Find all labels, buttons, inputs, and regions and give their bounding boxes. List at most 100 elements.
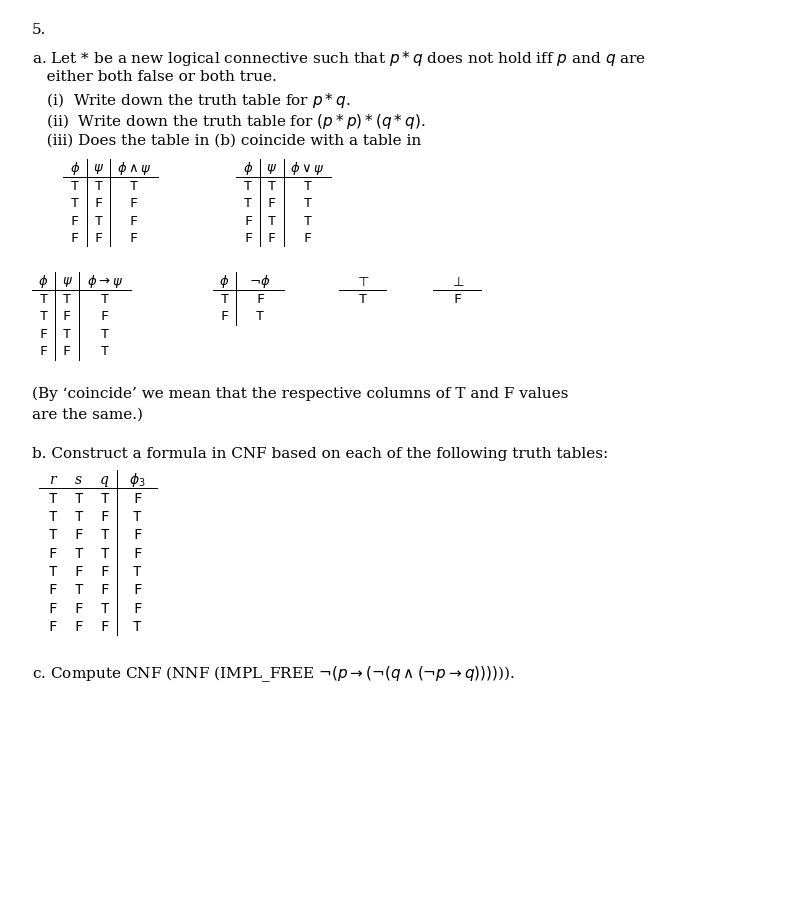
Text: r: r	[49, 472, 56, 487]
Text: F: F	[130, 232, 138, 245]
Text: $\phi$: $\phi$	[219, 273, 230, 290]
Text: T: T	[303, 197, 311, 210]
Text: F: F	[39, 327, 47, 341]
Text: F: F	[244, 232, 252, 245]
Text: T: T	[133, 619, 141, 633]
Text: F: F	[100, 619, 109, 633]
Text: F: F	[100, 509, 109, 523]
Text: $\phi\vee\psi$: $\phi\vee\psi$	[290, 160, 325, 177]
Text: F: F	[48, 619, 57, 633]
Text: F: F	[71, 214, 79, 228]
Text: T: T	[48, 564, 57, 578]
Text: T: T	[303, 179, 311, 193]
Text: (By ‘coincide’ we mean that the respective columns of T and F values: (By ‘coincide’ we mean that the respecti…	[32, 386, 568, 401]
Text: T: T	[133, 509, 141, 523]
Text: F: F	[100, 564, 109, 578]
Text: s: s	[75, 472, 82, 487]
Text: F: F	[303, 232, 311, 245]
Text: T: T	[71, 197, 79, 210]
Text: $\psi$: $\psi$	[266, 162, 277, 176]
Text: $\phi$: $\phi$	[243, 160, 254, 177]
Text: F: F	[48, 583, 57, 596]
Text: F: F	[74, 601, 83, 615]
Text: T: T	[39, 292, 47, 306]
Text: T: T	[74, 546, 83, 560]
Text: T: T	[101, 327, 109, 341]
Text: T: T	[130, 179, 138, 193]
Text: T: T	[48, 528, 57, 541]
Text: F: F	[256, 292, 264, 306]
Text: F: F	[95, 197, 102, 210]
Text: T: T	[39, 310, 47, 323]
Text: F: F	[74, 619, 83, 633]
Text: (i)  Write down the truth table for $p * q$.: (i) Write down the truth table for $p * …	[32, 91, 350, 110]
Text: T: T	[63, 292, 71, 306]
Text: T: T	[359, 292, 366, 306]
Text: q: q	[100, 472, 109, 487]
Text: F: F	[221, 310, 229, 323]
Text: T: T	[133, 564, 141, 578]
Text: F: F	[133, 491, 141, 505]
Text: F: F	[133, 528, 141, 541]
Text: T: T	[74, 509, 83, 523]
Text: (iii) Does the table in (b) coincide with a table in: (iii) Does the table in (b) coincide wit…	[32, 133, 421, 147]
Text: F: F	[100, 583, 109, 596]
Text: T: T	[303, 214, 311, 228]
Text: $\psi$: $\psi$	[61, 275, 72, 289]
Text: F: F	[244, 214, 252, 228]
Text: F: F	[101, 310, 109, 323]
Text: T: T	[95, 214, 102, 228]
Text: F: F	[74, 528, 83, 541]
Text: F: F	[130, 214, 138, 228]
Text: T: T	[100, 546, 109, 560]
Text: T: T	[100, 491, 109, 505]
Text: b. Construct a formula in CNF based on each of the following truth tables:: b. Construct a formula in CNF based on e…	[32, 447, 608, 460]
Text: F: F	[130, 197, 138, 210]
Text: T: T	[48, 491, 57, 505]
Text: $\phi\wedge\psi$: $\phi\wedge\psi$	[117, 160, 151, 177]
Text: F: F	[95, 232, 102, 245]
Text: are the same.): are the same.)	[32, 407, 143, 421]
Text: $\psi$: $\psi$	[93, 162, 104, 176]
Text: T: T	[74, 583, 83, 596]
Text: $\phi_3$: $\phi_3$	[129, 471, 145, 489]
Text: T: T	[71, 179, 79, 193]
Text: T: T	[101, 292, 109, 306]
Text: F: F	[133, 583, 141, 596]
Text: T: T	[74, 491, 83, 505]
Text: T: T	[268, 179, 276, 193]
Text: T: T	[244, 197, 252, 210]
Text: $\phi$: $\phi$	[38, 273, 49, 290]
Text: T: T	[221, 292, 229, 306]
Text: F: F	[133, 546, 141, 560]
Text: F: F	[71, 232, 79, 245]
Text: F: F	[63, 345, 71, 358]
Text: T: T	[48, 509, 57, 523]
Text: T: T	[101, 345, 109, 358]
Text: T: T	[256, 310, 264, 323]
Text: F: F	[39, 345, 47, 358]
Text: T: T	[100, 601, 109, 615]
Text: $\top$: $\top$	[355, 275, 370, 289]
Text: $\phi\rightarrow\psi$: $\phi\rightarrow\psi$	[87, 273, 123, 290]
Text: c. Compute CNF (NNF (IMPL_FREE $\neg(p \rightarrow (\neg(q \wedge (\neg p \right: c. Compute CNF (NNF (IMPL_FREE $\neg(p \…	[32, 664, 515, 683]
Text: $\bot$: $\bot$	[449, 275, 465, 289]
Text: 5.: 5.	[32, 23, 46, 37]
Text: T: T	[268, 214, 276, 228]
Text: F: F	[48, 601, 57, 615]
Text: T: T	[244, 179, 252, 193]
Text: $\neg\phi$: $\neg\phi$	[249, 273, 271, 290]
Text: F: F	[268, 197, 276, 210]
Text: either both false or both true.: either both false or both true.	[32, 70, 277, 84]
Text: F: F	[133, 601, 141, 615]
Text: T: T	[100, 528, 109, 541]
Text: (ii)  Write down the truth table for $(p * p) * (q * q)$.: (ii) Write down the truth table for $(p …	[32, 112, 425, 131]
Text: a. Let * be a new logical connective such that $p * q$ does not hold iff $p$ and: a. Let * be a new logical connective suc…	[32, 49, 645, 68]
Text: T: T	[95, 179, 102, 193]
Text: F: F	[63, 310, 71, 323]
Text: F: F	[48, 546, 57, 560]
Text: F: F	[268, 232, 276, 245]
Text: $\phi$: $\phi$	[69, 160, 80, 177]
Text: F: F	[74, 564, 83, 578]
Text: F: F	[453, 292, 461, 306]
